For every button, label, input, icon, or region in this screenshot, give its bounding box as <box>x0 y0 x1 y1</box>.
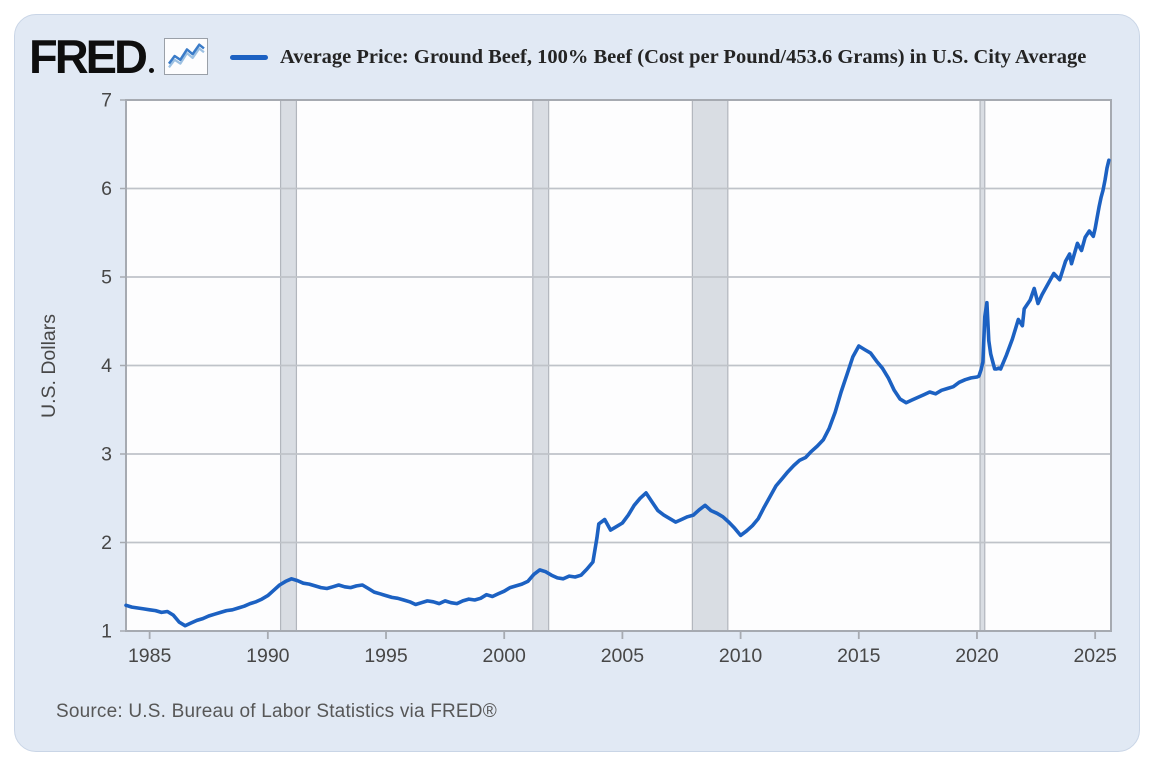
x-tick-label: 2005 <box>601 645 645 667</box>
chart-header: FRED Average Price: Ground Beef, 100% Be… <box>29 25 1139 89</box>
y-tick-label: 3 <box>101 444 112 466</box>
y-tick-label: 7 <box>101 90 112 112</box>
source-attribution: Source: U.S. Bureau of Labor Statistics … <box>56 701 497 722</box>
chart-title: Average Price: Ground Beef, 100% Beef (C… <box>279 45 1087 68</box>
price-chart: U.S. Dollars 1 2 3 4 5 6 7 1985 1990 1995 2000 2005… <box>38 90 1117 668</box>
price-line <box>124 158 1111 628</box>
y-tick-label: 1 <box>101 621 112 643</box>
fred-logo: FRED <box>29 30 154 83</box>
x-tick-label: 1985 <box>128 645 172 667</box>
x-tick-label: 2025 <box>1073 645 1117 667</box>
y-tick-label: 5 <box>101 267 112 289</box>
x-tick-label: 2015 <box>837 645 881 667</box>
y-tick-label: 6 <box>101 178 112 200</box>
y-tick-label: 4 <box>101 355 112 377</box>
y-axis-title: U.S. Dollars <box>38 314 60 418</box>
plot-area-wrapper: U.S. Dollars 1 2 3 4 5 6 7 1985 1990 1995 2000 2005… <box>15 87 1139 679</box>
fred-logo-text: FRED <box>29 30 148 83</box>
y-tick-label: 2 <box>101 532 112 554</box>
plot-border <box>125 99 1112 632</box>
fred-chart-icon <box>163 37 208 75</box>
fred-chart-card: FRED Average Price: Ground Beef, 100% Be… <box>14 14 1140 752</box>
x-tick-label: 2010 <box>719 645 763 667</box>
legend-line-swatch <box>229 54 268 60</box>
fred-logo-trademark-dot <box>148 68 154 73</box>
x-tick-label: 2000 <box>483 645 527 667</box>
x-tick-label: 1995 <box>364 645 408 667</box>
x-tick-label: 2020 <box>955 645 999 667</box>
x-tick-label: 1990 <box>246 645 290 667</box>
